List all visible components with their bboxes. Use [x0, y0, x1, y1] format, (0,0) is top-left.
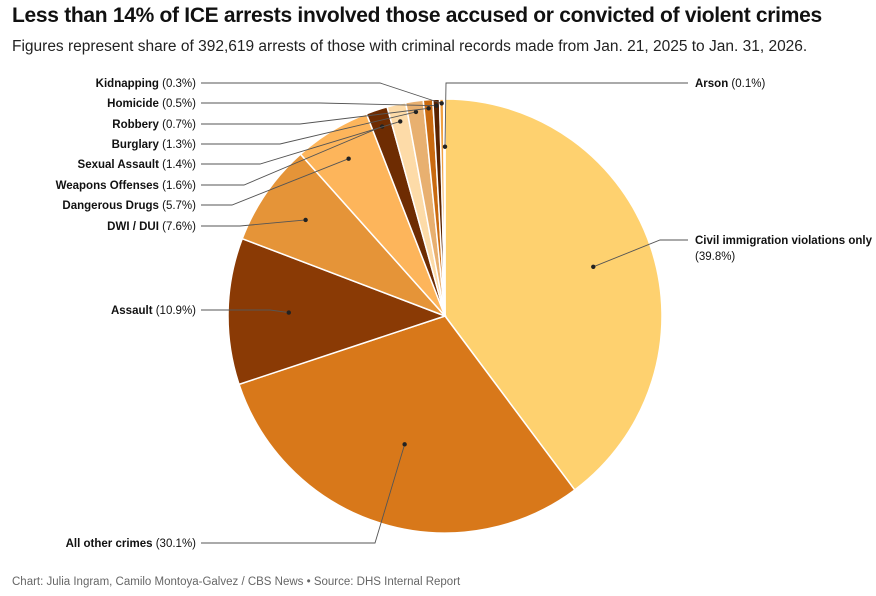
leader-line-homicide — [201, 102, 437, 107]
slice-label-value: (5.7%) — [159, 200, 196, 212]
leader-lines — [201, 82, 688, 544]
chart-title: Less than 14% of ICE arrests involved th… — [12, 4, 822, 27]
slice-label-name: Burglary — [112, 139, 160, 151]
leader-dot-all-other-crimes — [402, 442, 407, 447]
leader-line-assault — [201, 309, 289, 314]
leader-dot-civil-immigration-violations-only — [591, 264, 596, 269]
slice-label-value: (10.9%) — [153, 305, 197, 317]
leader-dot-dwi-dui — [303, 217, 308, 223]
leader-line-dwi-dui — [201, 219, 306, 227]
slice-label-name: Kidnapping — [96, 78, 159, 90]
leader-dot-homicide — [434, 103, 439, 108]
slice-label-name: Homicide — [107, 98, 159, 110]
slice-label-name: Sexual Assault — [78, 159, 160, 171]
slice-label-name: Robbery — [112, 119, 159, 131]
chart-subtitle: Figures represent share of 392,619 arres… — [12, 38, 808, 55]
slice-label-sexual-assault: Sexual Assault (1.4%) — [78, 159, 197, 171]
pie-slice-all-other-crimes — [238, 315, 576, 534]
slice-label-value: (1.6%) — [159, 180, 196, 192]
slice-label-burglary: Burglary (1.3%) — [112, 139, 197, 151]
leader-line-burglary — [201, 111, 417, 145]
pie-slice-assault — [227, 237, 448, 386]
leader-dot-sexual-assault — [398, 119, 403, 124]
leader-dot-assault — [286, 310, 291, 315]
chart-credit: Chart: Julia Ingram, Camilo Montoya-Galv… — [12, 576, 461, 588]
leader-line-weapons-offenses — [201, 126, 383, 186]
slice-label-name: Dangerous Drugs — [62, 200, 159, 212]
leader-dot-arson — [442, 144, 448, 149]
slice-label-assault: Assault (10.9%) — [111, 305, 196, 317]
pie-slice-dwi-dui — [241, 153, 446, 317]
leader-line-robbery — [201, 107, 429, 125]
slice-label-arson: Arson (0.1%) — [695, 78, 765, 90]
leader-line-dangerous-drugs — [201, 158, 349, 206]
slice-label-name: Assault — [111, 305, 153, 317]
leader-dot-kidnapping — [439, 101, 444, 106]
pie-slices — [227, 98, 663, 534]
slice-label-dwi-dui: DWI / DUI (7.6%) — [107, 221, 196, 233]
pie-slice-arson — [442, 98, 446, 317]
slice-label-homicide: Homicide (0.5%) — [107, 98, 196, 110]
slice-label-name: Arson — [695, 78, 728, 90]
slice-label-name: DWI / DUI — [107, 221, 159, 233]
leader-dot-burglary — [413, 109, 419, 115]
slice-label-value: (30.1%) — [153, 538, 197, 550]
slice-label-robbery: Robbery (0.7%) — [112, 119, 196, 131]
leader-dot-dangerous-drugs — [346, 156, 351, 161]
slice-labels: Civil immigration violations only (39.8%)… — [56, 78, 873, 550]
slice-label-all-other-crimes: All other crimes (30.1%) — [66, 538, 197, 550]
slice-label-name: Civil immigration violations only — [695, 235, 873, 247]
slice-label-kidnapping: Kidnapping (0.3%) — [96, 78, 196, 90]
slice-label-value: (1.3%) — [159, 139, 196, 151]
slice-label-weapons-offenses: Weapons Offenses (1.6%) — [56, 180, 197, 192]
slice-label-name: Weapons Offenses — [56, 180, 159, 192]
slice-label-value: (1.4%) — [159, 159, 196, 171]
slice-label-name: All other crimes — [66, 538, 153, 550]
leader-line-civil-immigration-violations-only — [593, 239, 688, 268]
slice-label-value: (0.7%) — [159, 119, 196, 131]
leader-line-sexual-assault — [201, 121, 401, 165]
slice-label-value: (39.8%) — [695, 251, 735, 263]
leader-line-all-other-crimes — [201, 444, 406, 544]
leader-line-arson — [444, 82, 688, 147]
slice-label-civil-immigration-violations-only: Civil immigration violations only (39.8%) — [695, 235, 873, 263]
slice-label-value: (0.3%) — [159, 78, 196, 90]
slice-label-dangerous-drugs: Dangerous Drugs (5.7%) — [62, 200, 196, 212]
slice-label-value: (0.1%) — [728, 78, 765, 90]
slice-label-value: (0.5%) — [159, 98, 196, 110]
slice-label-value: (7.6%) — [159, 221, 196, 233]
pie-slice-civil-immigration-violations-only — [444, 98, 663, 491]
leader-dot-robbery — [426, 106, 431, 111]
leader-line-kidnapping — [201, 82, 442, 104]
